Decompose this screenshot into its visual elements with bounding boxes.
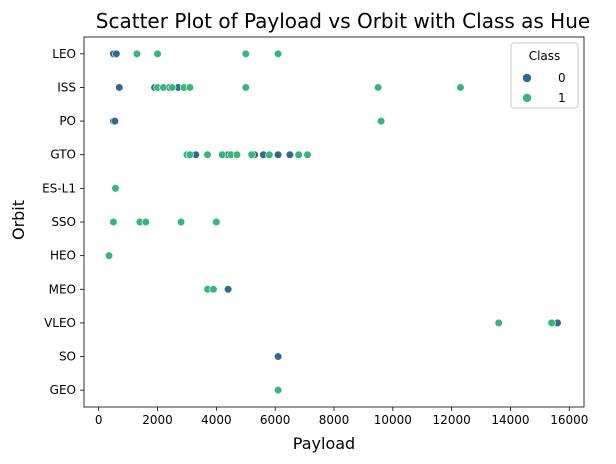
data-point-class-1 — [141, 217, 150, 227]
y-tick-label: VLEO — [44, 316, 76, 330]
data-point-class-1 — [274, 386, 283, 395]
data-point-class-1 — [109, 217, 118, 227]
data-point-class-1 — [547, 318, 556, 328]
data-point-class-1 — [185, 150, 194, 159]
y-tick-label: SO — [59, 350, 76, 364]
data-point-class-0 — [285, 150, 294, 159]
y-tick-label: GEO — [50, 383, 76, 397]
y-tick-label: HEO — [50, 249, 76, 263]
legend-title: Class — [529, 49, 561, 63]
data-points — [104, 49, 562, 395]
data-point-class-1 — [218, 150, 227, 159]
data-point-class-1 — [265, 150, 274, 159]
data-point-class-1 — [456, 83, 465, 92]
x-axis-label: Payload — [293, 434, 355, 453]
data-point-class-1 — [111, 184, 120, 193]
data-point-class-1 — [203, 150, 212, 159]
data-point-class-1 — [294, 150, 303, 159]
y-tick-label: LEO — [52, 47, 76, 61]
data-point-class-0 — [115, 83, 124, 92]
x-tick-label: 16000 — [550, 413, 588, 427]
y-tick-label: SSO — [51, 215, 76, 229]
x-tick-label: 10000 — [374, 413, 412, 427]
data-point-class-1 — [274, 49, 283, 58]
data-point-class-1 — [303, 150, 312, 159]
data-point-class-1 — [232, 150, 242, 159]
y-tick-label: ISS — [57, 80, 76, 94]
y-axis-ticks: LEO ISS PO GTO ES-L1 SSO HEO MEO VLEO SO GEO — [42, 47, 84, 397]
plot-frame — [83, 36, 585, 408]
legend-label: 1 — [558, 91, 566, 105]
x-tick-label: 8000 — [319, 413, 350, 427]
data-point-class-1 — [185, 83, 194, 92]
data-point-class-0 — [274, 150, 283, 159]
data-point-class-1 — [212, 217, 221, 227]
x-tick-label: 0 — [95, 413, 103, 427]
x-tick-label: 6000 — [260, 413, 291, 427]
legend-marker — [522, 73, 532, 83]
data-point-class-0 — [274, 352, 283, 361]
y-tick-label: MEO — [49, 282, 76, 296]
data-point-class-1 — [159, 83, 168, 92]
x-tick-label: 2000 — [142, 413, 173, 427]
data-point-class-1 — [494, 318, 503, 328]
legend-marker — [522, 93, 532, 103]
legend-label: 0 — [558, 71, 566, 85]
data-point-class-1 — [153, 49, 162, 58]
legend: Class 0 1 — [510, 42, 579, 109]
legend-box — [510, 42, 579, 109]
data-point-class-1 — [247, 150, 256, 159]
data-point-class-1 — [376, 116, 386, 126]
data-point-class-0 — [112, 49, 121, 58]
plot-area — [83, 36, 585, 408]
data-point-class-1 — [168, 83, 177, 92]
y-axis-label: Orbit — [9, 200, 28, 240]
data-point-class-1 — [241, 49, 250, 58]
data-point-class-1 — [374, 83, 383, 92]
data-point-class-0 — [110, 116, 119, 126]
chart-title: Scatter Plot of Payload vs Orbit with Cl… — [96, 9, 590, 33]
x-axis-ticks: 0 2000 4000 6000 8000 10000 12000 14000 16000 — [95, 407, 588, 427]
x-tick-label: 12000 — [433, 413, 471, 427]
y-tick-label: PO — [59, 114, 76, 128]
data-point-class-1 — [176, 217, 186, 227]
data-point-class-1 — [104, 251, 114, 260]
data-point-class-0 — [224, 285, 233, 294]
y-tick-label: ES-L1 — [42, 181, 76, 195]
data-point-class-1 — [209, 285, 218, 294]
x-tick-label: 14000 — [491, 413, 529, 427]
y-tick-label: GTO — [50, 148, 76, 162]
x-tick-label: 4000 — [201, 413, 232, 427]
data-point-class-1 — [241, 83, 250, 92]
data-point-class-1 — [132, 49, 142, 58]
